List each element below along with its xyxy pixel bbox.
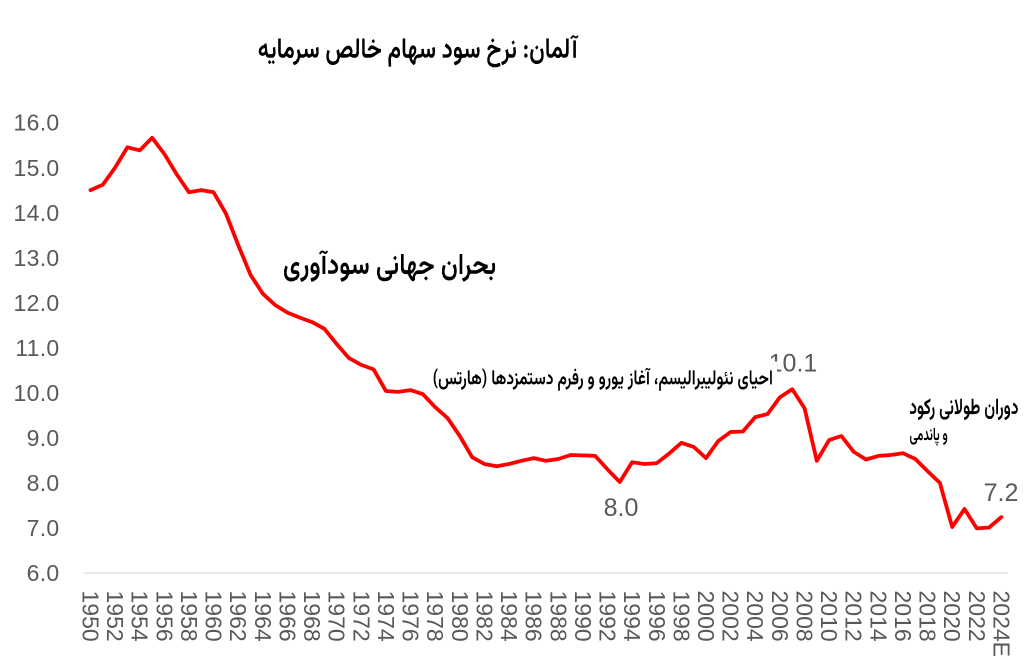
svg-text:1972: 1972 <box>348 591 374 642</box>
svg-text:2000: 2000 <box>693 591 719 642</box>
svg-text:14.0: 14.0 <box>14 200 60 226</box>
svg-text:1998: 1998 <box>668 591 694 642</box>
svg-text:1950: 1950 <box>78 591 104 642</box>
svg-text:15.0: 15.0 <box>14 155 60 181</box>
svg-text:1986: 1986 <box>521 591 547 642</box>
svg-text:1980: 1980 <box>447 591 473 642</box>
svg-text:1994: 1994 <box>619 591 645 642</box>
svg-text:2018: 2018 <box>915 591 941 642</box>
svg-text:1970: 1970 <box>324 591 350 642</box>
svg-text:2016: 2016 <box>890 591 916 642</box>
svg-text:1996: 1996 <box>644 591 670 642</box>
svg-text:2014: 2014 <box>865 591 891 642</box>
svg-text:1990: 1990 <box>570 591 596 642</box>
svg-text:1988: 1988 <box>545 591 571 642</box>
svg-text:2012: 2012 <box>841 591 867 642</box>
svg-text:6.0: 6.0 <box>27 560 60 586</box>
svg-text:13.0: 13.0 <box>14 245 60 271</box>
svg-text:1984: 1984 <box>496 591 522 642</box>
svg-text:9.0: 9.0 <box>27 425 60 451</box>
svg-text:2002: 2002 <box>718 591 744 642</box>
svg-text:1978: 1978 <box>422 591 448 642</box>
svg-text:1982: 1982 <box>471 591 497 642</box>
svg-text:2004: 2004 <box>742 591 768 642</box>
svg-text:1954: 1954 <box>127 591 153 642</box>
svg-text:2008: 2008 <box>792 591 818 642</box>
svg-text:16.0: 16.0 <box>14 110 60 136</box>
svg-text:1966: 1966 <box>275 591 301 642</box>
svg-text:1952: 1952 <box>102 591 128 642</box>
svg-text:12.0: 12.0 <box>14 290 60 316</box>
svg-text:2020: 2020 <box>939 591 965 642</box>
svg-text:8.0: 8.0 <box>27 470 60 496</box>
svg-text:1992: 1992 <box>595 591 621 642</box>
svg-text:1964: 1964 <box>250 591 276 642</box>
svg-text:2024E: 2024E <box>988 591 1014 658</box>
svg-text:2022: 2022 <box>964 591 990 642</box>
svg-text:7.2: 7.2 <box>984 479 1019 507</box>
svg-text:1956: 1956 <box>151 591 177 642</box>
svg-text:1962: 1962 <box>225 591 251 642</box>
svg-text:1976: 1976 <box>398 591 424 642</box>
svg-text:7.0: 7.0 <box>27 515 60 541</box>
svg-text:10.0: 10.0 <box>14 380 60 406</box>
svg-text:2010: 2010 <box>816 591 842 642</box>
svg-text:1974: 1974 <box>373 591 399 642</box>
svg-text:1958: 1958 <box>176 591 202 642</box>
svg-text:11.0: 11.0 <box>15 335 59 361</box>
svg-text:2006: 2006 <box>767 591 793 642</box>
svg-text:8.0: 8.0 <box>604 494 639 522</box>
svg-text:1968: 1968 <box>299 591 325 642</box>
svg-text:1960: 1960 <box>201 591 227 642</box>
